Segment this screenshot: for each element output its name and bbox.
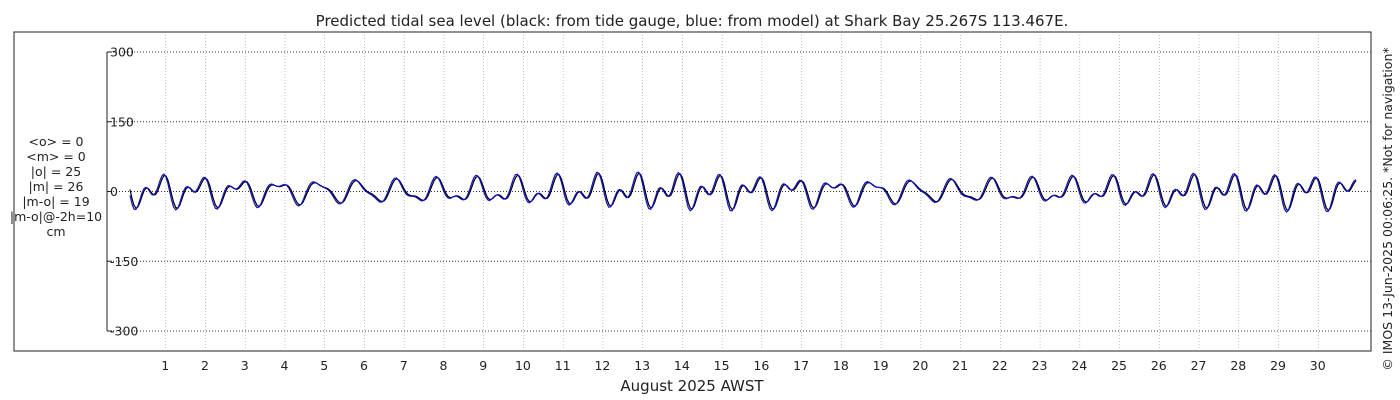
x-tick-label: 17 bbox=[793, 358, 809, 373]
x-tick-label: 21 bbox=[952, 358, 968, 373]
y-tick-label: -150 bbox=[110, 254, 138, 269]
x-tick-label: 2 bbox=[201, 358, 209, 373]
x-tick-label: 27 bbox=[1191, 358, 1207, 373]
stat-model-abs: |m| = 26 bbox=[28, 179, 84, 194]
stat-obs-abs: |o| = 25 bbox=[30, 164, 82, 179]
y-tick-label: 300 bbox=[110, 45, 134, 60]
x-tick-label: 18 bbox=[833, 358, 849, 373]
series-line-gauge bbox=[129, 172, 1357, 211]
x-axis-label: August 2025 AWST bbox=[620, 377, 764, 395]
x-tick-label: 24 bbox=[1071, 358, 1087, 373]
x-tick-label: 7 bbox=[400, 358, 408, 373]
credit-text: © IMOS 13-Jun-2025 00:06:25. *Not for na… bbox=[1380, 47, 1395, 370]
stats-panel: <o> = 0 <m> = 0 |o| = 25 |m| = 26 |m-o| … bbox=[2, 134, 110, 239]
x-tick-label: 12 bbox=[594, 358, 610, 373]
y-tick-label: 150 bbox=[110, 114, 134, 129]
stat-diff-lag: |m-o|@-2h=10 bbox=[9, 209, 103, 224]
series-line-model bbox=[129, 171, 1357, 213]
x-tick-label: 5 bbox=[320, 358, 328, 373]
x-tick-label: 25 bbox=[1111, 358, 1127, 373]
x-tick-label: 15 bbox=[714, 358, 730, 373]
stat-obs-mean: <o> = 0 bbox=[28, 134, 84, 149]
x-tick-label: 11 bbox=[555, 358, 571, 373]
x-tick-label: 9 bbox=[479, 358, 487, 373]
x-tick-label: 14 bbox=[674, 358, 690, 373]
x-tick-label: 26 bbox=[1151, 358, 1167, 373]
x-tick-label: 22 bbox=[992, 358, 1008, 373]
x-tick-label: 4 bbox=[280, 358, 288, 373]
x-tick-label: 20 bbox=[912, 358, 928, 373]
x-ticks: 1 2 3 4 5 6 7 8 9 10 11 12 13 14 15 16 17 18 19 20 21 22 23 24 2… bbox=[161, 358, 1325, 373]
x-tick-label: 28 bbox=[1230, 358, 1246, 373]
x-tick-label: 13 bbox=[634, 358, 650, 373]
x-tick-label: 10 bbox=[515, 358, 531, 373]
x-tick-label: 3 bbox=[241, 358, 249, 373]
x-tick-label: 8 bbox=[439, 358, 447, 373]
x-tick-label: 1 bbox=[161, 358, 169, 373]
stat-unit: cm bbox=[46, 224, 66, 239]
x-tick-label: 6 bbox=[360, 358, 368, 373]
x-tick-label: 30 bbox=[1310, 358, 1326, 373]
x-tick-label: 23 bbox=[1032, 358, 1048, 373]
stat-model-mean: <m> = 0 bbox=[26, 149, 86, 164]
chart-title: Predicted tidal sea level (black: from t… bbox=[316, 12, 1069, 30]
y-tick-label: 0 bbox=[110, 184, 118, 199]
series-group bbox=[129, 171, 1357, 213]
y-ticks: 300 150 0 -150 -300 bbox=[107, 45, 138, 339]
x-tick-label: 29 bbox=[1270, 358, 1286, 373]
x-tick-label: 19 bbox=[873, 358, 889, 373]
y-tick-label: -300 bbox=[110, 324, 138, 339]
stat-diff: |m-o| = 19 bbox=[22, 194, 90, 209]
x-tick-label: 16 bbox=[753, 358, 769, 373]
